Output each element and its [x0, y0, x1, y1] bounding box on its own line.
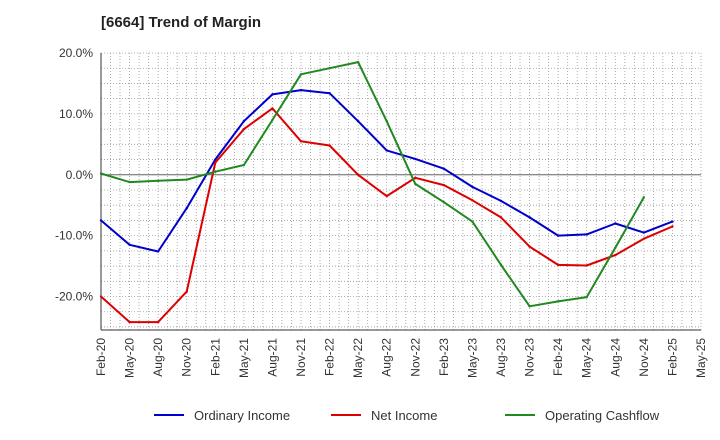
legend-label: Ordinary Income [194, 408, 290, 423]
data-point [242, 119, 246, 123]
x-tick-label: May-25 [694, 338, 708, 378]
data-point [242, 127, 246, 131]
x-tick-label: Aug-21 [265, 338, 279, 377]
data-point [671, 225, 674, 228]
data-point [556, 263, 560, 267]
data-point [414, 157, 417, 161]
x-tick-label: Aug-23 [494, 338, 508, 377]
x-tick-label: May-23 [465, 338, 479, 378]
data-point [385, 149, 388, 152]
data-point [128, 243, 131, 246]
data-point [271, 93, 274, 96]
data-point [356, 60, 360, 64]
x-tick-label: Feb-21 [208, 338, 222, 376]
x-tick-label: May-20 [123, 338, 137, 378]
legend-label: Net Income [371, 408, 437, 423]
data-point [642, 237, 646, 240]
x-tick-label: Nov-24 [637, 338, 651, 377]
data-point [185, 178, 188, 181]
y-tick-label: 0.0% [66, 168, 94, 182]
data-point [499, 199, 503, 203]
data-point [385, 119, 388, 123]
y-tick-label: 10.0% [59, 107, 93, 121]
data-point [328, 67, 331, 70]
data-point [442, 167, 446, 170]
data-point [528, 305, 531, 308]
data-point [614, 253, 617, 257]
data-point [99, 172, 103, 175]
y-tick-label: -10.0% [55, 229, 93, 243]
plot-area [101, 53, 701, 330]
data-point [128, 180, 131, 184]
data-point [528, 245, 531, 248]
data-point [442, 183, 446, 187]
data-point [214, 161, 217, 164]
data-point [356, 173, 360, 176]
series-line [100, 61, 645, 308]
data-point [671, 220, 674, 223]
data-point [585, 264, 588, 267]
y-tick-label: 20.0% [59, 46, 93, 60]
x-tick-label: Nov-21 [294, 338, 308, 377]
data-point [128, 320, 131, 324]
data-point [214, 158, 217, 161]
data-point [556, 234, 560, 237]
data-point [528, 216, 531, 219]
data-point [156, 179, 160, 183]
data-point [471, 220, 474, 223]
x-tick-label: Nov-22 [408, 338, 422, 377]
data-point [499, 263, 503, 267]
data-point [299, 140, 303, 143]
chart-title: [6664] Trend of Margin [101, 14, 262, 31]
data-point [156, 320, 160, 324]
x-tick-label: May-21 [237, 338, 251, 378]
x-tick-label: Feb-22 [323, 338, 337, 376]
legend-label: Operating Cashflow [545, 408, 660, 423]
x-tick-label: Feb-20 [94, 338, 108, 376]
x-tick-label: Feb-23 [437, 338, 451, 376]
data-point [471, 185, 474, 189]
x-tick-label: Nov-23 [523, 338, 537, 377]
data-point [185, 290, 188, 293]
data-point [442, 200, 446, 204]
data-point [614, 222, 617, 225]
data-point [414, 182, 417, 186]
data-point [585, 295, 588, 299]
x-tick-label: Feb-25 [665, 338, 679, 376]
x-tick-label: Nov-20 [180, 338, 194, 377]
data-point [328, 91, 331, 95]
data-point [214, 170, 217, 173]
data-point [614, 246, 617, 250]
data-point [99, 219, 103, 222]
data-point [385, 194, 388, 198]
data-point [356, 119, 360, 123]
data-point [499, 216, 503, 219]
data-point [271, 118, 274, 122]
data-point [642, 196, 646, 199]
data-point [328, 144, 331, 147]
data-point [585, 233, 588, 236]
data-point [299, 73, 303, 76]
x-tick-label: Feb-24 [551, 338, 565, 376]
data-point [271, 107, 274, 110]
y-tick-label: -20.0% [55, 290, 93, 304]
data-point [299, 88, 303, 92]
data-point [156, 250, 160, 253]
x-tick-label: May-24 [580, 338, 594, 378]
data-point [642, 231, 646, 234]
x-tick-label: Aug-20 [151, 338, 165, 377]
data-point [242, 163, 246, 167]
x-tick-label: Aug-24 [608, 338, 622, 377]
data-point [471, 199, 474, 202]
x-tick-label: May-22 [351, 338, 365, 378]
data-point [414, 176, 417, 180]
x-tick-label: Aug-22 [380, 338, 394, 377]
data-point [99, 295, 103, 298]
data-point [556, 300, 560, 303]
data-point [185, 207, 188, 210]
